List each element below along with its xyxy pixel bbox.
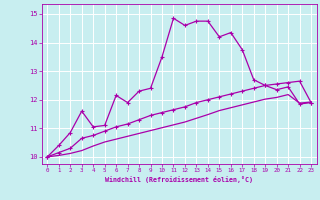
X-axis label: Windchill (Refroidissement éolien,°C): Windchill (Refroidissement éolien,°C) bbox=[105, 176, 253, 183]
